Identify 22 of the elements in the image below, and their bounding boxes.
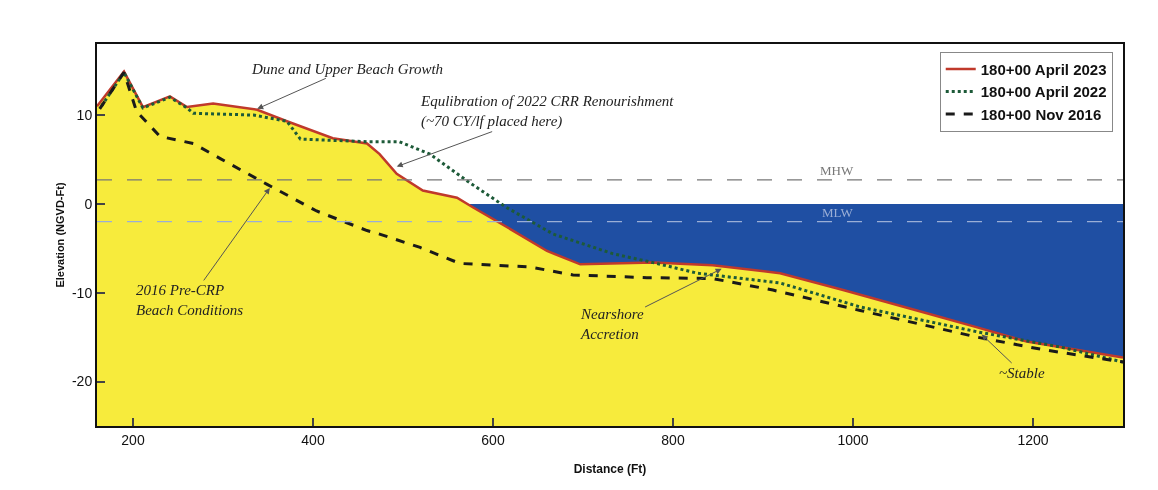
x-tick-label: 400 [301, 431, 325, 448]
annotation: ~Stable [999, 365, 1045, 381]
x-tick-label: 1200 [1017, 431, 1049, 448]
x-tick-label: 200 [121, 431, 145, 448]
ref-line-label: MLW [822, 205, 854, 220]
x-tick-label: 800 [661, 431, 685, 448]
legend-label: 180+00 April 2023 [980, 60, 1107, 78]
annotation: Nearshore Accretion [580, 306, 645, 342]
y-tick-label: 0 [84, 195, 93, 212]
y-tick-label: 10 [76, 106, 93, 123]
y-tick-label: -10 [71, 284, 93, 301]
annotation: Equlibration of 2022 CRR Renourishment (~70 CY/lf placed here) [420, 93, 675, 130]
x-tick-label: 600 [481, 431, 505, 448]
y-axis-title: Elevation (NGVD-Ft) [54, 182, 66, 288]
y-tick-label: -20 [71, 373, 93, 390]
annotation: 2016 Pre-CRP Beach Conditions [136, 282, 244, 318]
legend-label: 180+00 April 2022 [980, 83, 1107, 101]
ref-line-label: MHW [820, 163, 854, 178]
annotation: Dune and Upper Beach Growth [251, 61, 444, 77]
legend-label: 180+00 Nov 2016 [980, 105, 1102, 123]
x-tick-label: 1000 [837, 431, 869, 448]
x-axis-title: Distance (Ft) [573, 462, 647, 476]
